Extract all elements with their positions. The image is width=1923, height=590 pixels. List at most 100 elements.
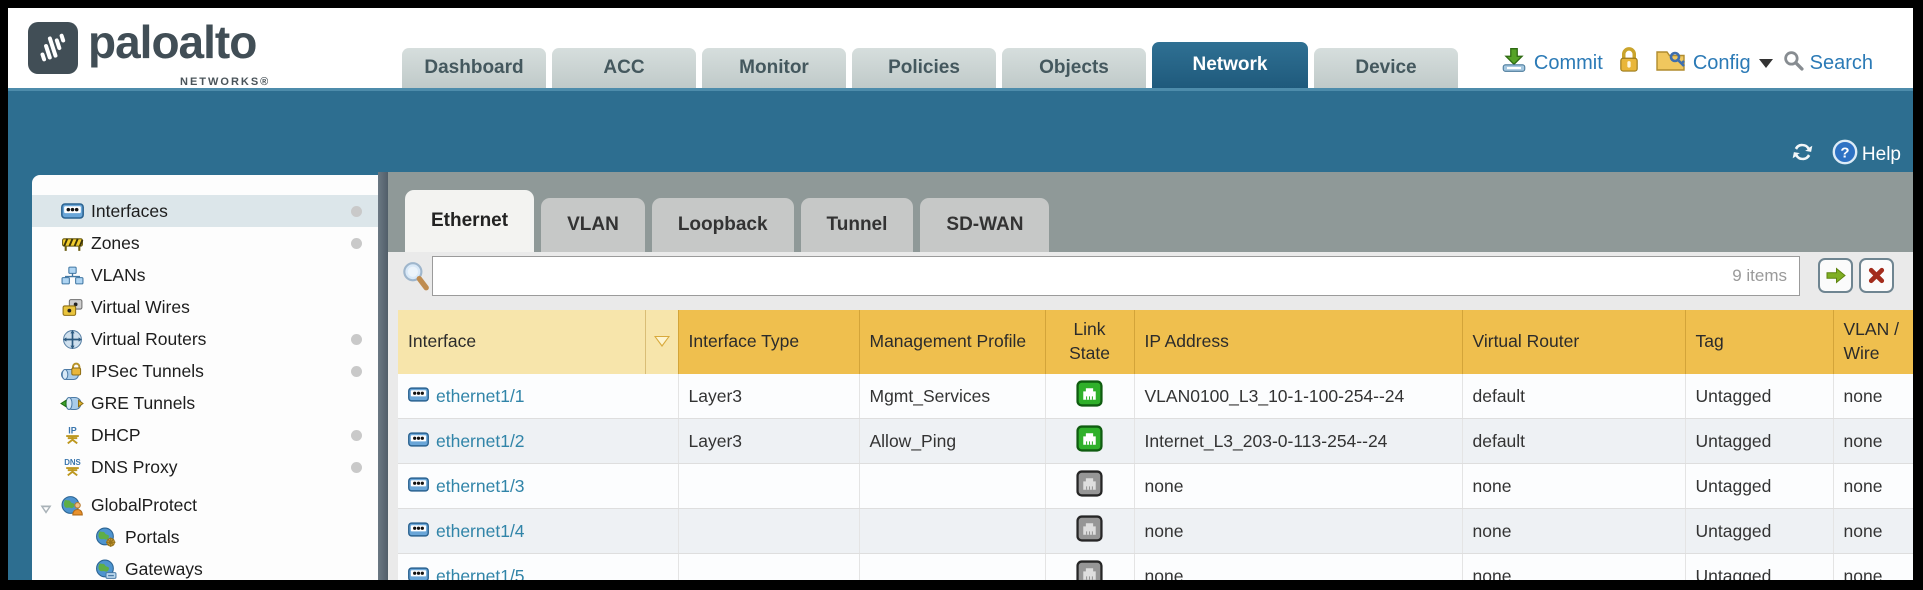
cell-interface-type: Layer3: [678, 418, 860, 464]
commit-button[interactable]: Commit: [1500, 47, 1603, 79]
interface-link[interactable]: ethernet1/2: [408, 431, 525, 452]
sidebar-item-virtual-routers[interactable]: Virtual Routers: [32, 323, 378, 355]
svg-text:DNS: DNS: [64, 457, 81, 466]
sidebar-item-dns-proxy[interactable]: DNS DNS Proxy: [32, 451, 378, 483]
column-header-tag[interactable]: Tag: [1685, 310, 1834, 374]
app-window: paloalto NETWORKS® Dashboard ACC Monitor…: [8, 8, 1913, 580]
globalprotect-icon: [60, 495, 84, 516]
config-menu[interactable]: Config: [1655, 47, 1773, 79]
cell-ip-address: none: [1134, 463, 1463, 509]
sidebar-item-virtual-wires[interactable]: Virtual Wires: [32, 291, 378, 323]
column-header-ip-address[interactable]: IP Address: [1134, 310, 1463, 374]
tab-objects[interactable]: Objects: [1002, 48, 1146, 88]
link-state-down-icon[interactable]: [1076, 515, 1103, 542]
tab-dashboard[interactable]: Dashboard: [402, 48, 546, 88]
header-actions: Commit Config: [1500, 46, 1873, 80]
tab-acc[interactable]: ACC: [552, 48, 696, 88]
ethernet-icon: [408, 521, 429, 542]
apply-filter-button[interactable]: [1818, 258, 1853, 293]
column-header-interface-type[interactable]: Interface Type: [678, 310, 860, 374]
tab-policies[interactable]: Policies: [852, 48, 996, 88]
cell-interface-type: Layer3: [678, 374, 860, 419]
filter-bar: 9 items: [388, 252, 1913, 310]
interface-link[interactable]: ethernet1/1: [408, 386, 525, 407]
table-row: ethernet1/4 none none Untagged none: [398, 508, 1913, 554]
sidebar-scrollbar[interactable]: [378, 172, 388, 580]
refresh-icon[interactable]: [1789, 140, 1816, 170]
tab-loopback[interactable]: Loopback: [651, 198, 794, 252]
paloalto-logo-icon: [28, 22, 78, 74]
virtual-routers-icon: [60, 329, 84, 350]
sidebar-item-gre-tunnels[interactable]: GRE Tunnels: [32, 387, 378, 419]
cell-management-profile: Allow_Ping: [859, 418, 1046, 464]
sidebar-item-dhcp[interactable]: IP DHCP: [32, 419, 378, 451]
table-row: ethernet1/1 Layer3 Mgmt_Services VLAN010…: [398, 374, 1913, 419]
cell-tag: Untagged: [1685, 553, 1834, 580]
interface-link[interactable]: ethernet1/3: [408, 476, 525, 497]
search-button[interactable]: Search: [1783, 50, 1873, 77]
collapse-triangle-icon[interactable]: [39, 499, 53, 520]
cell-virtual-router: default: [1462, 418, 1686, 464]
cell-management-profile: [859, 508, 1046, 554]
sidebar-item-portals[interactable]: Portals: [32, 521, 378, 553]
link-state-up-icon[interactable]: [1076, 425, 1103, 452]
cell-virtual-router: none: [1462, 463, 1686, 509]
gateways-icon: [94, 559, 118, 580]
tab-vlan[interactable]: VLAN: [541, 198, 645, 252]
cell-virtual-router: none: [1462, 553, 1686, 580]
help-label: Help: [1861, 144, 1901, 165]
tab-tunnel[interactable]: Tunnel: [800, 198, 914, 252]
interface-link[interactable]: ethernet1/5: [408, 566, 525, 580]
secondary-toolbar: ? Help: [8, 88, 1913, 175]
column-header-link-state[interactable]: Link State: [1045, 310, 1135, 374]
sidebar-item-zones[interactable]: Zones: [32, 227, 378, 259]
ethernet-icon: [408, 566, 429, 580]
status-dot: [351, 461, 362, 473]
search-icon: [1783, 50, 1804, 77]
tab-device[interactable]: Device: [1314, 48, 1458, 88]
cell-vlan-wire: none: [1833, 463, 1913, 509]
tab-monitor[interactable]: Monitor: [702, 48, 846, 88]
interface-link[interactable]: ethernet1/4: [408, 521, 525, 542]
column-header-virtual-router[interactable]: Virtual Router: [1462, 310, 1686, 374]
dns-proxy-icon: DNS: [60, 457, 84, 478]
lock-icon[interactable]: [1617, 46, 1641, 80]
ethernet-icon: [408, 476, 429, 497]
cell-virtual-router: default: [1462, 374, 1686, 419]
column-header-interface[interactable]: Interface: [398, 310, 646, 374]
column-header-vlan-wire[interactable]: VLAN / Wire: [1833, 310, 1913, 374]
column-filter-dropdown[interactable]: [645, 310, 679, 374]
chevron-down-icon: [1758, 58, 1773, 68]
items-count: 9 items: [1732, 266, 1787, 285]
sidebar-item-interfaces[interactable]: Interfaces: [32, 195, 378, 227]
tab-ethernet[interactable]: Ethernet: [405, 190, 535, 252]
sidebar-item-gateways[interactable]: Gateways: [32, 553, 378, 580]
help-button[interactable]: ? Help: [1832, 139, 1901, 171]
link-state-down-icon[interactable]: [1076, 470, 1103, 497]
sidebar-item-ipsec-tunnels[interactable]: IPSec Tunnels: [32, 355, 378, 387]
ethernet-icon: [60, 203, 84, 219]
sidebar-item-vlans[interactable]: VLANs: [32, 259, 378, 291]
tab-sdwan[interactable]: SD-WAN: [920, 198, 1050, 252]
filter-input[interactable]: 9 items: [432, 256, 1800, 296]
cell-tag: Untagged: [1685, 463, 1834, 509]
cell-interface-type: [678, 508, 860, 554]
help-icon: ?: [1832, 139, 1858, 171]
top-header: paloalto NETWORKS® Dashboard ACC Monitor…: [8, 8, 1913, 88]
column-header-management-profile[interactable]: Management Profile: [859, 310, 1046, 374]
brand-sub: NETWORKS®: [180, 76, 271, 88]
link-state-up-icon[interactable]: [1076, 380, 1103, 407]
cell-vlan-wire: none: [1833, 374, 1913, 419]
sidebar-item-globalprotect[interactable]: GlobalProtect: [32, 489, 378, 521]
brand-name: paloalto: [88, 16, 257, 68]
cell-ip-address: Internet_L3_203-0-113-254--24: [1134, 418, 1463, 464]
ethernet-icon: [408, 386, 429, 407]
status-dot: [351, 237, 362, 249]
tab-network[interactable]: Network: [1152, 42, 1308, 88]
clear-filter-button[interactable]: [1859, 258, 1894, 293]
virtual-wires-icon: [60, 298, 84, 317]
svg-text:?: ?: [1840, 145, 1849, 162]
interface-type-tabs: Ethernet VLAN Loopback Tunnel SD-WAN: [405, 190, 1050, 252]
link-state-down-icon[interactable]: [1076, 560, 1103, 580]
filter-magnifier-icon: [400, 260, 430, 297]
